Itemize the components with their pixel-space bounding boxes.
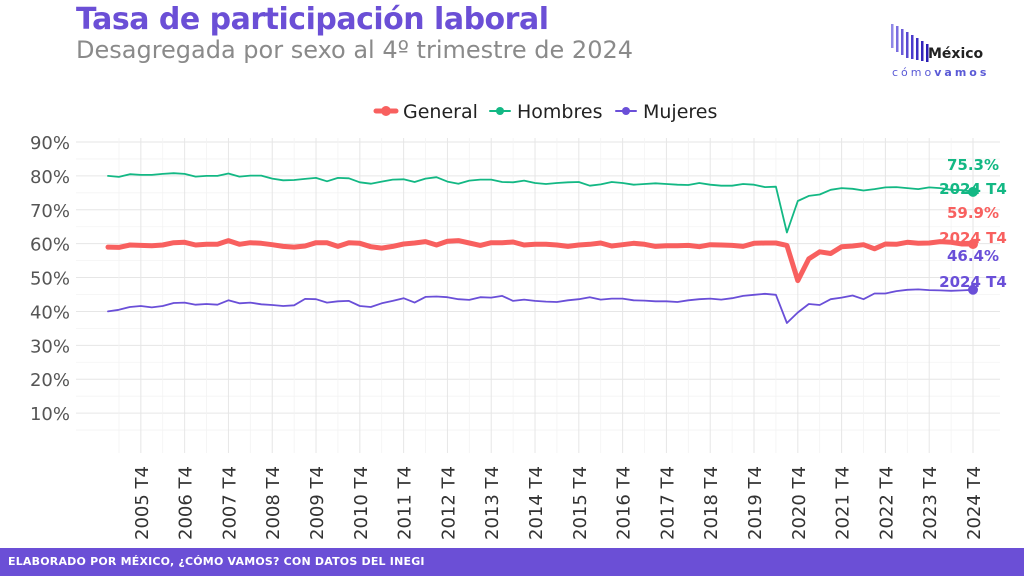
end-value-label-general: 59.9% [947, 204, 999, 222]
x-tick-label: 2020 T4 [789, 466, 810, 540]
series-line-mujeres [107, 288, 974, 324]
axis-layer: 10% 20% 30% 40% 50% 60% 70% 80% 90% 2005 T4 2006 T… [30, 133, 985, 540]
legend-label-mujeres: Mujeres [643, 101, 717, 123]
legend-marker-hombres [496, 107, 504, 115]
x-tick-label: 2021 T4 [833, 466, 854, 540]
legend-marker-general [381, 106, 391, 116]
x-tick-label: 2011 T4 [395, 466, 416, 540]
chart-title: Tasa de participación laboral [76, 2, 549, 37]
x-tick-label: 2019 T4 [745, 466, 766, 540]
logo-tagline-bold: vamos [934, 66, 990, 79]
x-tick-label: 2013 T4 [482, 466, 503, 540]
x-tick-label: 2010 T4 [351, 466, 372, 540]
end-point-hombres [968, 186, 978, 197]
chart-subtitle: Desagregada por sexo al 4º trimestre de … [76, 36, 634, 64]
end-period-label-hombres: 2024 T4 [939, 180, 1007, 198]
x-tick-label: 2006 T4 [176, 466, 197, 540]
grid-layer [76, 138, 1000, 453]
x-tick-label: 2016 T4 [614, 466, 635, 540]
x-tick-label: 2018 T4 [701, 466, 722, 540]
line-chart: 10% 20% 30% 40% 50% 60% 70% 80% 90% 2005 T4 2006 T… [30, 101, 1007, 540]
y-tick-label: 10% [30, 404, 70, 425]
y-tick-label: 50% [30, 269, 70, 290]
x-tick-label: 2007 T4 [219, 466, 240, 540]
y-tick-label: 20% [30, 370, 70, 391]
y-tick-label: 70% [30, 201, 70, 222]
y-tick-label: 40% [30, 302, 70, 323]
x-tick-label: 2009 T4 [307, 466, 328, 540]
logo-name: México [928, 46, 984, 62]
end-value-label-mujeres: 46.4% [947, 247, 999, 265]
x-tick-label: 2005 T4 [132, 466, 153, 540]
y-tick-label: 90% [30, 133, 70, 154]
footer-source-text: ELABORADO POR MÉXICO, ¿CÓMO VAMOS? CON D… [8, 555, 425, 568]
mexico-como-vamos-logo: México cómovamos [890, 20, 1010, 90]
x-tick-label: 2012 T4 [438, 466, 459, 540]
end-value-label-hombres: 75.3% [947, 156, 999, 174]
legend-marker-mujeres [622, 107, 630, 115]
y-tick-label: 30% [30, 336, 70, 357]
x-tick-label: 2017 T4 [657, 466, 678, 540]
x-tick-label: 2015 T4 [570, 466, 591, 540]
series-line-hombres [107, 172, 974, 234]
y-tick-label: 60% [30, 235, 70, 256]
end-period-label-mujeres: 2024 T4 [939, 273, 1007, 291]
end-point-general [968, 239, 978, 250]
end-point-mujeres [968, 284, 978, 295]
legend: General Hombres Mujeres [373, 101, 717, 123]
series-line-general [105, 238, 976, 284]
x-tick-label: 2023 T4 [920, 466, 941, 540]
end-period-label-general: 2024 T4 [939, 229, 1007, 247]
legend-label-hombres: Hombres [517, 101, 602, 123]
logo-tagline: cómovamos [892, 66, 989, 79]
logo-bars-icon [891, 24, 929, 62]
x-tick-label: 2022 T4 [876, 466, 897, 540]
x-tick-label: 2014 T4 [526, 466, 547, 540]
x-tick-label: 2008 T4 [263, 466, 284, 540]
legend-label-general: General [403, 101, 478, 123]
series-layer [105, 172, 978, 324]
logo-tagline-light: cómo [892, 66, 935, 79]
footer-bar: ELABORADO POR MÉXICO, ¿CÓMO VAMOS? CON D… [0, 548, 1024, 576]
y-tick-label: 80% [30, 167, 70, 188]
x-tick-label: 2024 T4 [964, 466, 985, 540]
